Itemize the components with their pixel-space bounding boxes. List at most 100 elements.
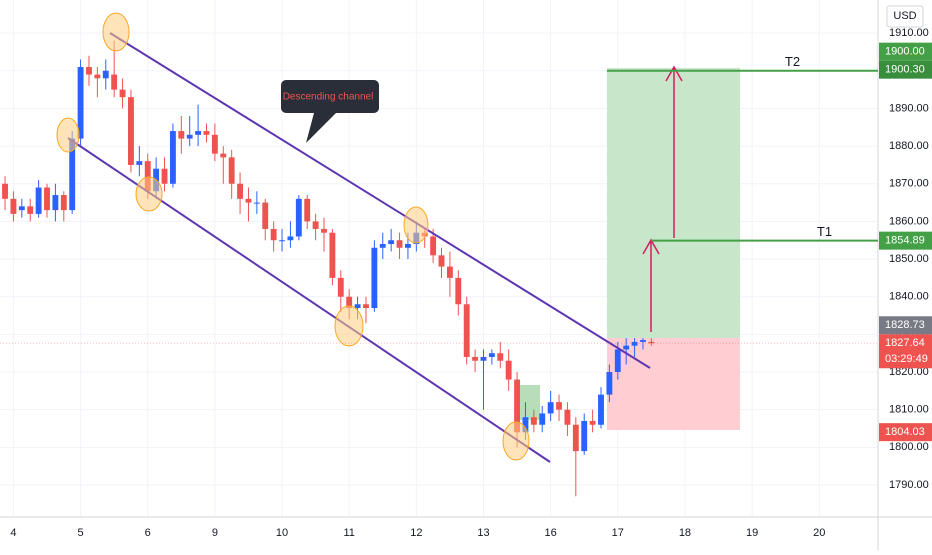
candle-body: [488, 353, 495, 357]
candle-body: [363, 304, 369, 309]
y-tick-label: 1870.00: [889, 178, 929, 190]
candle-body: [18, 206, 25, 211]
candle-body: [94, 74, 101, 79]
y-tick-label: 1890.00: [889, 102, 929, 114]
candle-body: [354, 304, 361, 309]
candle-body: [237, 183, 244, 199]
touch-point: [334, 305, 364, 347]
candle-body: [119, 89, 126, 98]
candle-body: [203, 131, 210, 135]
x-tick-label: 12: [410, 527, 422, 539]
candle-body: [623, 345, 630, 350]
candle-body: [228, 157, 235, 184]
currency-box: [886, 5, 924, 28]
grid: [0, 0, 878, 517]
loss-zone: [607, 338, 740, 430]
arrow: [665, 65, 683, 238]
candle-body: [35, 187, 42, 214]
candle-body: [346, 296, 353, 309]
candle-body: [556, 402, 562, 410]
x-tick-label: 6: [145, 527, 151, 539]
callout-box: [281, 80, 379, 143]
y-tick-label: 1840.00: [889, 291, 929, 303]
candle-body: [186, 134, 193, 139]
x-tick-label: 11: [343, 527, 354, 539]
target-label: T1: [817, 224, 832, 239]
candle-body: [337, 277, 344, 297]
candle-body: [245, 198, 252, 203]
candle-body: [405, 244, 411, 248]
price-label: 1804.03: [885, 426, 925, 438]
candle-body: [27, 206, 34, 214]
y-tick-label: 1810.00: [889, 404, 929, 416]
price-label: 1900.30: [885, 64, 925, 76]
candle-body: [321, 228, 327, 233]
candle-body: [262, 202, 269, 229]
price-label-box: [879, 42, 932, 61]
candle-body: [497, 353, 504, 361]
x-tick-label: 9: [212, 527, 218, 539]
candle-body: [430, 236, 437, 256]
candle-body: [77, 67, 84, 139]
price-label: 1828.73: [885, 319, 925, 331]
candle-body: [547, 402, 554, 414]
candle-body: [102, 70, 109, 79]
touch-point: [102, 12, 130, 52]
touch-point: [56, 117, 80, 153]
price-label-box: [879, 334, 932, 369]
candle-body: [505, 360, 512, 380]
candle-body: [564, 409, 571, 425]
candle-body: [304, 198, 311, 222]
x-tick-label: 4: [10, 527, 16, 539]
candle-body: [161, 168, 168, 184]
candle-body: [614, 349, 621, 373]
candle-body: [169, 131, 176, 184]
x-tick-label: 10: [276, 527, 288, 539]
channel-upper: [109, 32, 651, 369]
candle-body: [111, 74, 118, 90]
touch-points: [56, 12, 530, 461]
candle-body: [195, 131, 202, 135]
price-label-box: [879, 231, 932, 250]
candle-body: [136, 161, 143, 165]
price-label-box: [879, 60, 932, 79]
small-zone: [520, 385, 540, 420]
y-tick-label: 1800.00: [889, 441, 929, 453]
candle-body: [572, 424, 579, 452]
candle-body: [144, 161, 151, 192]
candle-body: [128, 97, 134, 165]
x-tick-label: 16: [545, 527, 557, 539]
candle-body: [598, 394, 604, 425]
touch-point: [135, 176, 163, 212]
candle-body: [522, 417, 529, 433]
candle-body: [640, 340, 646, 342]
price-label: 1827.64: [885, 337, 925, 349]
x-tick-label: 13: [477, 527, 489, 539]
x-tick-label: 17: [612, 527, 624, 539]
touch-point: [403, 206, 429, 244]
candle-body: [178, 131, 185, 139]
y-tick-label: 1850.00: [889, 253, 929, 265]
candle-body: [329, 232, 336, 278]
x-tick-label: 20: [813, 527, 825, 539]
x-tick-label: 18: [679, 527, 691, 539]
x-tick-label: 5: [78, 527, 84, 539]
price-label-box: [879, 423, 932, 442]
candle-body: [455, 277, 462, 305]
y-tick-label: 1910.00: [889, 27, 929, 39]
candles: [2, 40, 655, 497]
price-label: 1854.89: [885, 235, 925, 247]
candle-body: [2, 183, 8, 199]
candle-body: [44, 187, 50, 211]
candle-body: [253, 202, 260, 204]
x-tick-label: 19: [746, 527, 758, 539]
y-tick-label: 1860.00: [889, 215, 929, 227]
candle-body: [287, 236, 294, 241]
candle-body: [279, 240, 285, 242]
candle-body: [10, 198, 17, 214]
candle-body: [69, 138, 76, 211]
candle-body: [648, 341, 655, 344]
y-tick-label: 1820.00: [889, 366, 929, 378]
currency: USD: [893, 10, 916, 22]
